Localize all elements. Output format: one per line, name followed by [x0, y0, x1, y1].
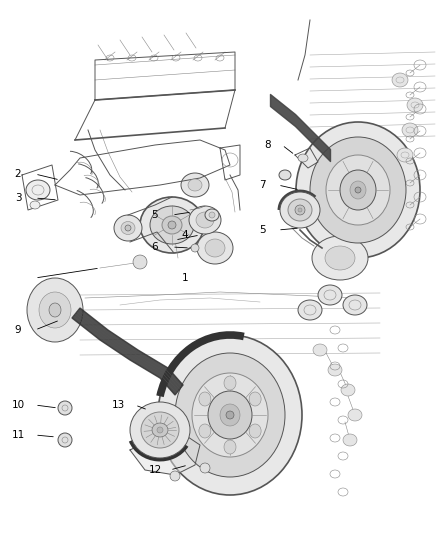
Ellipse shape [170, 471, 180, 481]
Ellipse shape [312, 236, 368, 280]
Text: 11: 11 [11, 430, 25, 440]
Text: 7: 7 [259, 180, 265, 190]
Ellipse shape [348, 409, 362, 421]
Ellipse shape [192, 373, 268, 457]
Ellipse shape [157, 427, 163, 433]
Ellipse shape [343, 295, 367, 315]
Text: 5: 5 [152, 210, 158, 220]
Ellipse shape [280, 192, 320, 228]
Ellipse shape [208, 391, 252, 439]
Ellipse shape [133, 255, 147, 269]
Ellipse shape [189, 206, 221, 234]
Ellipse shape [125, 225, 131, 231]
Ellipse shape [355, 187, 361, 193]
Ellipse shape [328, 364, 342, 376]
Ellipse shape [26, 180, 50, 200]
Text: 4: 4 [182, 230, 188, 240]
Ellipse shape [30, 201, 40, 209]
Ellipse shape [121, 222, 135, 235]
Ellipse shape [175, 353, 285, 477]
Ellipse shape [279, 170, 291, 180]
Ellipse shape [288, 199, 312, 221]
Ellipse shape [140, 197, 204, 253]
Ellipse shape [199, 424, 211, 438]
Ellipse shape [341, 384, 355, 396]
Ellipse shape [220, 404, 240, 426]
Ellipse shape [326, 155, 390, 225]
Text: 13: 13 [111, 400, 125, 410]
Ellipse shape [130, 402, 190, 458]
Text: 2: 2 [15, 169, 21, 179]
Text: 10: 10 [11, 400, 25, 410]
Text: 5: 5 [259, 225, 265, 235]
Ellipse shape [226, 411, 234, 419]
Text: 8: 8 [265, 140, 271, 150]
Ellipse shape [152, 423, 168, 437]
Ellipse shape [141, 412, 179, 448]
Ellipse shape [392, 73, 408, 87]
Ellipse shape [298, 300, 322, 320]
Ellipse shape [325, 246, 355, 270]
Ellipse shape [58, 433, 72, 447]
Ellipse shape [407, 98, 423, 112]
Ellipse shape [224, 440, 236, 454]
Ellipse shape [249, 392, 261, 406]
Ellipse shape [168, 221, 176, 229]
Ellipse shape [350, 181, 366, 199]
Ellipse shape [27, 278, 83, 342]
Ellipse shape [310, 137, 406, 243]
Ellipse shape [162, 216, 182, 234]
Ellipse shape [196, 212, 214, 228]
Ellipse shape [181, 173, 209, 197]
Ellipse shape [224, 376, 236, 390]
Ellipse shape [397, 148, 413, 162]
Ellipse shape [298, 208, 302, 212]
Ellipse shape [205, 209, 219, 221]
Ellipse shape [343, 434, 357, 446]
Ellipse shape [402, 123, 418, 137]
Ellipse shape [188, 179, 202, 191]
Ellipse shape [199, 392, 211, 406]
Polygon shape [130, 432, 200, 475]
Ellipse shape [200, 463, 210, 473]
Text: 1: 1 [182, 273, 188, 283]
Ellipse shape [249, 424, 261, 438]
Ellipse shape [205, 239, 225, 257]
Ellipse shape [49, 303, 61, 317]
Ellipse shape [209, 212, 215, 218]
Ellipse shape [318, 285, 342, 305]
Ellipse shape [197, 232, 233, 264]
Polygon shape [72, 308, 183, 395]
Ellipse shape [191, 244, 199, 252]
Text: 6: 6 [152, 242, 158, 252]
Ellipse shape [296, 122, 420, 258]
Ellipse shape [58, 401, 72, 415]
Ellipse shape [340, 170, 376, 210]
Ellipse shape [150, 206, 194, 244]
Text: 3: 3 [15, 193, 21, 203]
Ellipse shape [158, 335, 302, 495]
Ellipse shape [298, 154, 308, 162]
Ellipse shape [295, 205, 305, 215]
Ellipse shape [39, 292, 71, 328]
Ellipse shape [114, 215, 142, 241]
Text: 9: 9 [15, 325, 21, 335]
Text: 12: 12 [148, 465, 162, 475]
Ellipse shape [313, 344, 327, 356]
